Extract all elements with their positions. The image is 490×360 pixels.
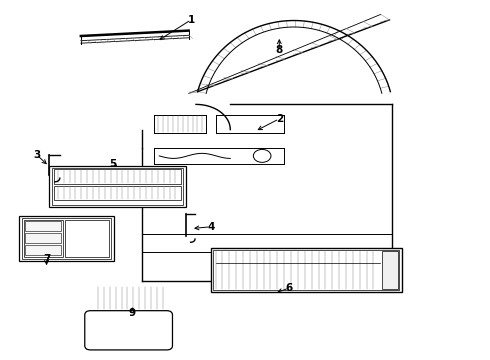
Bar — [52, 168, 183, 205]
Text: 3: 3 — [33, 150, 40, 160]
Bar — [25, 233, 61, 243]
Text: 7: 7 — [43, 254, 50, 264]
Text: 9: 9 — [129, 308, 136, 318]
Bar — [65, 220, 109, 257]
Text: 8: 8 — [276, 45, 283, 55]
Bar — [25, 245, 61, 255]
Bar — [54, 169, 181, 184]
Bar — [49, 166, 186, 207]
Text: 1: 1 — [188, 15, 195, 25]
Bar — [382, 251, 398, 289]
Bar — [25, 221, 61, 231]
Text: 5: 5 — [109, 159, 116, 169]
Text: 4: 4 — [207, 222, 215, 232]
Bar — [54, 186, 181, 200]
Bar — [211, 248, 402, 292]
Bar — [22, 218, 111, 259]
FancyBboxPatch shape — [85, 311, 172, 350]
Text: 2: 2 — [276, 114, 283, 124]
Bar — [213, 250, 399, 290]
Bar — [19, 216, 114, 261]
Text: 6: 6 — [286, 283, 293, 293]
Bar — [24, 220, 63, 257]
